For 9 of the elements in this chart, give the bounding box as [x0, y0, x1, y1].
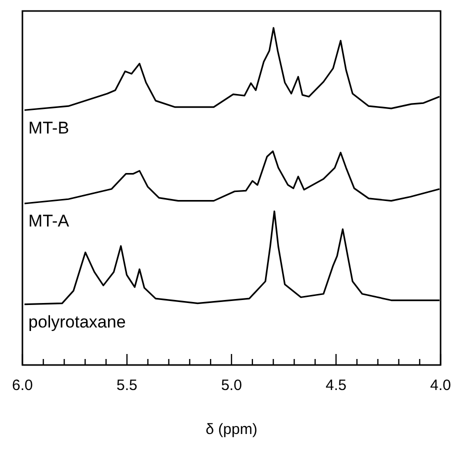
- x-tick-label: 5.0: [221, 377, 242, 394]
- x-axis-title: δ (ppm): [206, 421, 258, 438]
- series-label: MT-B: [28, 118, 70, 138]
- x-tick-label: 4.5: [326, 377, 346, 394]
- series-label: MT-A: [28, 212, 70, 231]
- x-tick-label: 6.0: [12, 377, 33, 394]
- x-tick-label: 5.5: [116, 377, 138, 394]
- x-tick-label: 4.0: [430, 377, 452, 394]
- series-label: polyrotaxane: [28, 312, 126, 332]
